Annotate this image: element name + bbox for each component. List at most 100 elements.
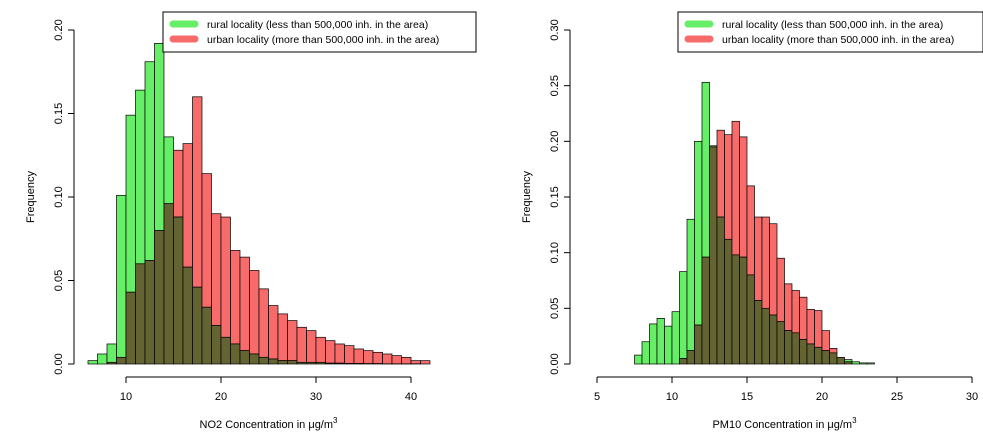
urban-bar	[740, 137, 748, 257]
urban-bar	[762, 217, 770, 308]
urban-bar	[411, 361, 421, 364]
rural-bar	[680, 272, 688, 359]
rural-bar	[650, 324, 658, 364]
urban-bar	[785, 284, 793, 331]
overlap-bar	[762, 308, 770, 364]
overlap-bar	[792, 333, 800, 364]
x-tick-label: 30	[310, 391, 322, 403]
x-tick-label: 20	[215, 391, 227, 403]
urban-bar	[777, 258, 785, 321]
urban-bar	[221, 217, 231, 337]
urban-bar	[402, 357, 412, 364]
y-tick-label: 0.15	[549, 186, 561, 207]
urban-bar	[240, 257, 250, 351]
y-tick-label: 0.20	[549, 131, 561, 152]
overlap-bar	[164, 204, 174, 364]
y-tick-label: 0.20	[53, 19, 65, 40]
overlap-bar	[725, 239, 733, 364]
urban-bar	[326, 341, 336, 364]
urban-bar	[421, 361, 431, 364]
x-axis-title-superscript: 3	[333, 416, 338, 425]
overlap-bar	[126, 292, 136, 364]
urban-bar	[335, 344, 345, 363]
rural-bar	[635, 355, 643, 364]
overlap-bar	[297, 362, 307, 364]
overlap-bar	[807, 344, 815, 364]
overlap-bar	[354, 363, 364, 364]
legend-label: rural locality (less than 500,000 inh. i…	[207, 19, 428, 31]
overlap-bar	[145, 260, 155, 364]
rural-bar	[687, 219, 695, 350]
rural-bar	[695, 141, 703, 325]
rural-bar	[107, 344, 117, 362]
x-tick-label: 30	[966, 391, 978, 403]
urban-bar	[307, 331, 317, 363]
urban-bar	[392, 356, 402, 364]
x-tick-label: 5	[594, 391, 600, 403]
rural-bar	[672, 312, 680, 364]
overlap-bar	[830, 353, 838, 364]
overlap-bar	[231, 344, 241, 364]
y-tick-label: 0.15	[53, 103, 65, 124]
rural-bar	[164, 137, 174, 204]
overlap-bar	[259, 357, 269, 364]
overlap-bar	[326, 363, 336, 364]
rural-bar	[657, 318, 665, 364]
urban-bar	[373, 352, 383, 363]
overlap-bar	[822, 351, 830, 364]
urban-bar	[202, 174, 212, 308]
urban-bar	[755, 217, 763, 300]
overlap-bar	[747, 275, 755, 364]
urban-bar	[717, 130, 725, 217]
legend-label: rural locality (less than 500,000 inh. i…	[722, 19, 943, 31]
rural-bar	[665, 326, 673, 364]
legend-box	[678, 12, 983, 52]
urban-bar	[316, 337, 326, 362]
rural-bar	[155, 43, 165, 230]
urban-bar	[807, 309, 815, 344]
y-tick-label: 0.10	[53, 186, 65, 207]
overlap-bar	[740, 257, 748, 364]
urban-bar	[800, 297, 808, 339]
urban-bar	[269, 306, 279, 359]
overlap-bar	[800, 340, 808, 364]
rural-bar	[642, 342, 650, 364]
overlap-bar	[777, 322, 785, 364]
overlap-bar	[845, 362, 853, 364]
urban-bar	[830, 348, 838, 352]
overlap-bar	[785, 331, 793, 364]
overlap-bar	[770, 315, 778, 364]
rural-bar	[702, 82, 710, 257]
y-axis-title: Frequency	[521, 171, 533, 223]
rural-bar	[860, 363, 868, 364]
rural-bar	[98, 354, 108, 364]
rural-bar	[867, 363, 875, 364]
urban-bar	[822, 331, 830, 351]
overlap-bar	[240, 351, 250, 364]
y-tick-label: 0.05	[53, 270, 65, 291]
legend-label: urban locality (more than 500,000 inh. i…	[207, 34, 439, 46]
x-tick-label: 20	[816, 391, 828, 403]
urban-bar	[212, 214, 222, 326]
urban-bar	[732, 121, 740, 255]
urban-bar	[345, 346, 355, 364]
overlap-bar	[837, 357, 845, 364]
overlap-bar	[193, 287, 203, 364]
legend-label: urban locality (more than 500,000 inh. i…	[722, 34, 954, 46]
x-tick-label: 25	[891, 391, 903, 403]
overlap-bar	[212, 326, 222, 364]
x-tick-label: 40	[405, 391, 417, 403]
overlap-bar	[174, 217, 184, 364]
rural-bar	[145, 62, 155, 261]
rural-bar	[117, 195, 127, 357]
y-tick-label: 0.00	[53, 353, 65, 374]
urban-bar	[383, 354, 393, 364]
overlap-bar	[278, 361, 288, 364]
urban-bar	[183, 144, 193, 268]
overlap-bar	[307, 362, 317, 364]
overlap-bar	[136, 264, 146, 364]
rural-bar	[126, 115, 136, 292]
urban-bar	[364, 351, 374, 364]
